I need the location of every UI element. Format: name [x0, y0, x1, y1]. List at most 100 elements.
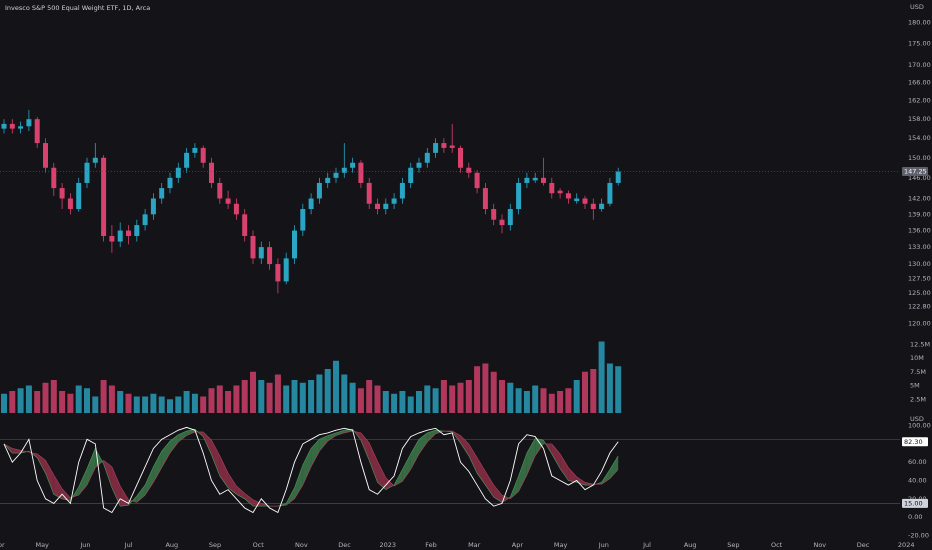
volume-bar	[457, 382, 464, 413]
volume-bar	[407, 396, 414, 413]
y-tick-label: 130.00	[908, 260, 931, 268]
candle-body	[1, 123, 7, 129]
ribbon-fill	[609, 455, 619, 479]
candle-body	[117, 230, 123, 242]
candle-body	[350, 162, 356, 168]
volume-bar	[208, 388, 215, 413]
candle-body	[283, 258, 289, 282]
volume-bar	[557, 391, 564, 413]
candle-body	[233, 203, 239, 215]
volume-bar	[117, 391, 124, 413]
x-tick-label: Aug	[165, 541, 178, 549]
level-label: 15.00	[904, 499, 923, 507]
candle-body	[51, 167, 57, 189]
candle-body	[300, 209, 306, 231]
y-tick-label: 142.00	[908, 194, 931, 202]
candle-body	[524, 177, 530, 183]
x-tick-label: 2023	[380, 541, 397, 549]
candle-body	[391, 198, 397, 204]
candle-body	[250, 236, 256, 259]
chart-title: Invesco S&P 500 Equal Weight ETF, 1D, Ar…	[5, 4, 150, 12]
volume-bar	[216, 385, 223, 413]
volume-bar	[142, 396, 149, 413]
ribbon-fill	[145, 466, 154, 496]
candle-body	[458, 147, 463, 168]
level-label-box	[902, 498, 928, 508]
volume-bar	[482, 363, 489, 413]
slow-line	[3, 430, 619, 507]
x-tick-label: Sep	[727, 541, 739, 549]
ribbon-fill	[78, 468, 87, 496]
candle-body	[399, 182, 405, 199]
volume-tick-label: 2.5M	[910, 395, 926, 403]
volume-bar	[565, 388, 572, 413]
x-tick-label: Nov	[295, 541, 308, 549]
volume-bar	[175, 396, 182, 413]
y-tick-label: 175.00	[908, 39, 931, 47]
oscillator-tick-label: 100.00	[908, 422, 931, 430]
candle-body	[316, 182, 322, 199]
volume-bar	[324, 369, 331, 413]
ribbon-fill	[153, 451, 162, 483]
candle-body	[491, 209, 497, 220]
volume-bar	[308, 380, 315, 413]
candle-body	[615, 171, 621, 183]
candle-body	[408, 167, 414, 183]
volume-bar	[590, 369, 597, 413]
ribbon-fill	[535, 438, 544, 456]
ribbon-fill	[228, 473, 237, 495]
candle-body	[109, 236, 115, 242]
candle-body	[18, 126, 24, 129]
ribbon-fill	[402, 453, 411, 482]
candle-body	[541, 177, 546, 183]
currency-label: USD	[910, 3, 924, 11]
candle-body	[159, 188, 165, 199]
candle-body	[225, 198, 231, 204]
ribbon-fill	[203, 431, 212, 455]
ribbon-fill	[170, 434, 179, 454]
ribbon-fill	[485, 471, 494, 497]
oscillator-tick-label: 60.00	[908, 458, 927, 466]
volume-bar	[573, 380, 580, 413]
ribbon-fill	[37, 453, 46, 474]
ribbon-fill	[161, 441, 170, 468]
y-tick-label: 154.00	[908, 134, 931, 142]
volume-tick-label: 5M	[910, 382, 920, 390]
volume-bar	[615, 366, 622, 413]
volume-bar	[548, 393, 555, 413]
volume-bar	[299, 382, 306, 413]
volume-bar	[67, 393, 74, 413]
ribbon-fill	[219, 455, 229, 488]
volume-tick-label: 7.5M	[910, 368, 926, 376]
volume-bar	[440, 380, 447, 413]
volume-bar	[250, 371, 256, 413]
ribbon-fill	[518, 453, 527, 492]
x-tick-label: Oct	[253, 541, 265, 549]
y-tick-label: 170.00	[908, 61, 931, 69]
y-tick-label: 146.00	[908, 174, 931, 182]
y-tick-label: 139.00	[908, 210, 931, 218]
volume-bar	[349, 382, 356, 413]
candle-body	[242, 214, 248, 237]
ribbon-fill	[460, 435, 469, 456]
currency-label: USD	[910, 415, 924, 423]
volume-bar	[366, 380, 373, 413]
candle-body	[358, 162, 364, 183]
candle-body	[375, 203, 380, 210]
volume-tick-label: 12.5M	[910, 340, 930, 348]
candle-body	[466, 167, 472, 173]
oscillator-line	[3, 426, 619, 514]
candle-body	[607, 182, 613, 204]
ribbon-fill	[87, 448, 96, 486]
ribbon-fill	[360, 432, 370, 461]
candle-body	[275, 264, 281, 282]
oscillator-tick-label: -20.00	[908, 531, 929, 539]
candle-body	[599, 203, 605, 210]
volume-bar	[191, 393, 198, 413]
candle-body	[200, 147, 206, 163]
x-tick-label: Nov	[813, 541, 826, 549]
candle-body	[532, 177, 538, 181]
ribbon-fill	[369, 442, 378, 483]
candle-body	[142, 214, 148, 226]
